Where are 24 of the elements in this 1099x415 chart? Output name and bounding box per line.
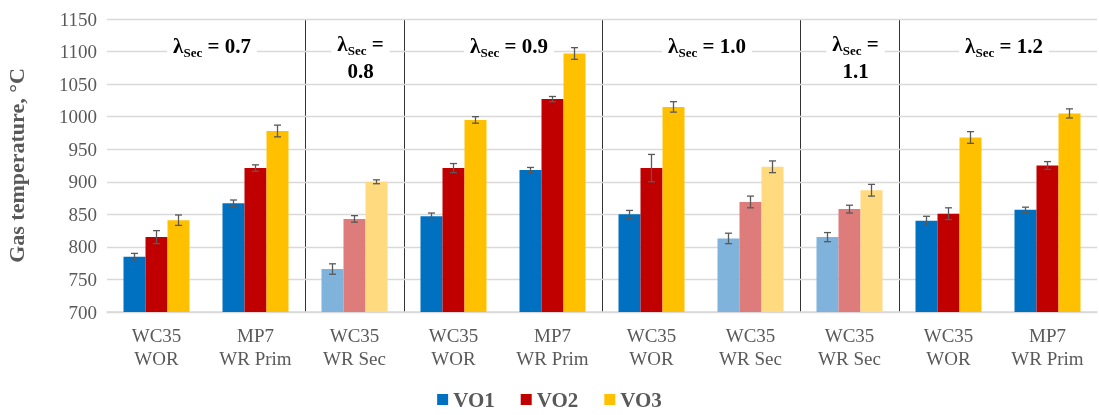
y-tick-label: 1100 (59, 41, 97, 63)
y-tick-label: 700 (68, 301, 97, 323)
y-tick-label: 1150 (59, 8, 97, 30)
y-tick-label: 1000 (59, 106, 97, 128)
legend-label: VO3 (620, 387, 662, 412)
x-tick-label: WC35 WOR (626, 325, 677, 369)
x-tick-label: MP7 WR Prim (1011, 325, 1084, 369)
x-tick-label: WC35 WR Sec (818, 325, 881, 369)
x-tick-label: MP7 WR Prim (516, 325, 589, 369)
y-tick-label: 850 (68, 203, 97, 225)
x-tick-label: WC35 WOR (923, 325, 974, 369)
y-tick-label: 900 (68, 171, 97, 193)
legend-label: VO1 (453, 387, 495, 412)
y-tick-label: 750 (68, 268, 97, 290)
x-tick-label: WC35 WR Sec (323, 325, 386, 369)
x-tick-label: WC35 WR Sec (719, 325, 782, 369)
x-tick-label: WC35 WOR (131, 325, 182, 369)
x-tick-label: MP7 WR Prim (219, 325, 292, 369)
y-tick-label: 1050 (59, 73, 97, 95)
y-axis-title: Gas temperature, °C (3, 68, 29, 263)
legend-label: VO2 (536, 387, 579, 412)
x-tick-label: WC35 WOR (428, 325, 479, 369)
y-tick-label: 800 (68, 236, 97, 258)
y-tick-label: 950 (68, 138, 97, 160)
